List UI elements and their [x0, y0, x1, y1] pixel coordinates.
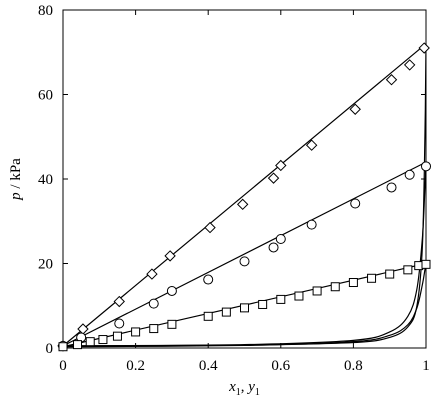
square-marker [203, 311, 213, 321]
x-axis-label-sub2: 1 [255, 387, 260, 398]
plot-frame [62, 9, 427, 349]
dew-curve-2 [62, 263, 427, 348]
square-marker [98, 335, 108, 345]
bubble-curve-0 [62, 43, 427, 347]
diamond-marker [349, 103, 361, 115]
y-axis-label-p: p [8, 192, 24, 201]
diamond-marker [275, 159, 287, 172]
y-tick-label: 20 [38, 257, 53, 273]
x-axis-label-sep: , [241, 379, 249, 395]
dew-curve-1 [62, 162, 427, 347]
square-marker [421, 259, 431, 269]
x-axis-ticks [62, 10, 427, 348]
square-marker [149, 324, 159, 334]
square-marker [258, 299, 268, 309]
x-tick-label: 0.4 [199, 358, 218, 374]
circle-marker [148, 298, 159, 309]
diamond-marker [204, 221, 216, 234]
diamond-marker [146, 268, 158, 280]
circle-marker [404, 169, 415, 180]
square-marker [240, 303, 249, 313]
diamond-marker [113, 295, 125, 308]
square-marker [85, 337, 95, 347]
plot-area [62, 9, 427, 349]
diamond-marker [236, 198, 249, 211]
square-marker [312, 286, 322, 296]
circle-marker [350, 198, 361, 209]
x-tick-label: 0 [59, 358, 67, 374]
circle-marker [275, 233, 286, 244]
y-axis-ticks [63, 9, 426, 349]
square-marker [294, 291, 304, 301]
square-marker [385, 269, 395, 279]
circle-marker [203, 274, 214, 285]
circle-marker [114, 318, 125, 329]
circle-marker [239, 256, 250, 267]
x-axis-label-x: x [228, 379, 236, 395]
y-axis-tick-labels: 0 20 40 60 80 [38, 3, 53, 357]
circle-marker [268, 242, 279, 253]
circle-marker [386, 182, 397, 193]
square-marker [58, 342, 68, 352]
circle-marker [421, 161, 431, 172]
x-tick-label: 1 [422, 358, 430, 374]
square-marker [348, 278, 358, 288]
x-tick-label: 0.6 [271, 358, 290, 374]
square-marker [167, 319, 177, 329]
x-axis-label: x1, y1 [228, 379, 260, 398]
diamond-marker [305, 139, 318, 151]
bubble-curve-1 [62, 161, 427, 347]
data-markers [57, 42, 431, 352]
circle-marker [166, 285, 177, 296]
x-axis-label-sub1: 1 [236, 387, 241, 398]
diamond-marker [418, 42, 430, 54]
x-axis-tick-labels: 0 0.2 0.4 0.6 0.8 1 [59, 358, 430, 374]
y-axis-label-unit: / kPa [8, 158, 24, 193]
y-tick-label: 0 [46, 341, 54, 357]
diamond-marker [164, 250, 176, 262]
circle-marker [306, 219, 317, 230]
square-marker [367, 273, 377, 283]
y-tick-label: 40 [38, 172, 53, 188]
y-tick-label: 80 [38, 3, 53, 19]
square-marker [221, 307, 231, 317]
square-marker [73, 340, 83, 350]
square-marker [330, 282, 340, 292]
square-marker [112, 331, 122, 341]
square-marker [403, 265, 413, 275]
square-marker [131, 327, 141, 337]
x-tick-label: 0.2 [126, 358, 145, 374]
y-axis-label: p / kPa [8, 158, 24, 201]
diamond-marker [403, 59, 416, 71]
square-marker [276, 294, 286, 304]
x-tick-label: 0.8 [344, 358, 363, 374]
diamond-marker [267, 172, 280, 184]
diamond-marker [385, 74, 398, 86]
y-tick-label: 60 [38, 88, 53, 104]
x-axis-label-y: y [246, 379, 255, 395]
